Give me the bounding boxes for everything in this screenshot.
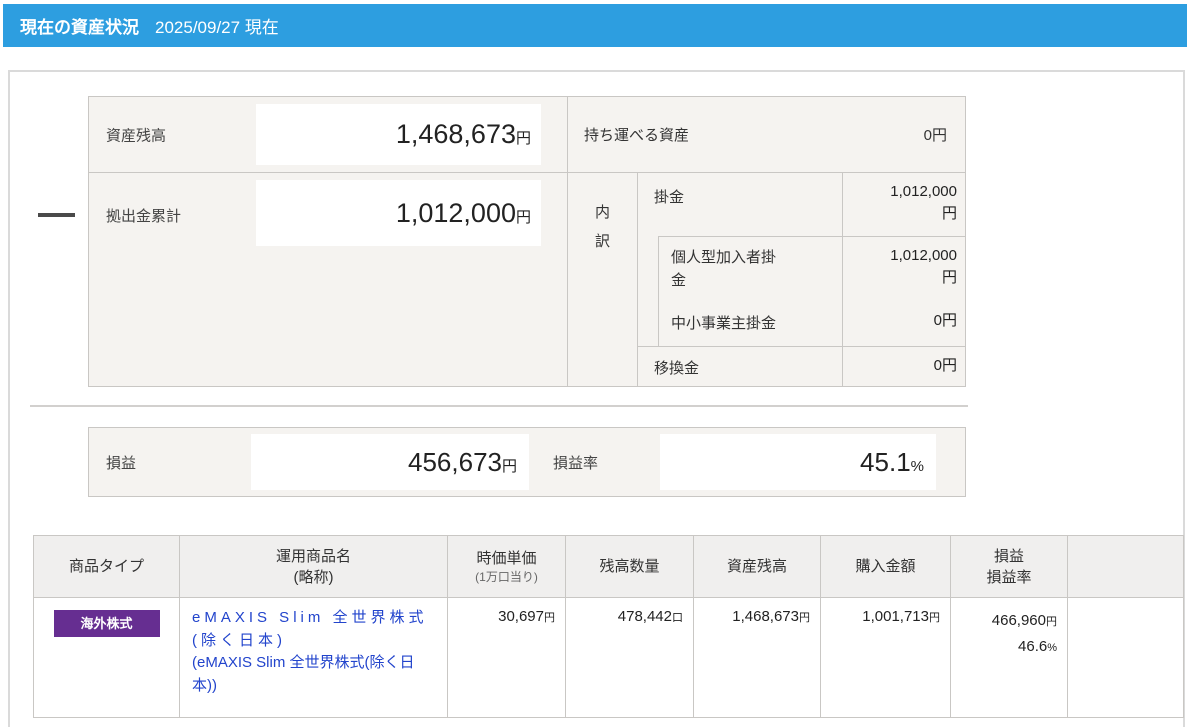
contribution-total-value-box: 1,012,000円	[256, 180, 541, 246]
product-type-cell: 海外株式	[33, 597, 180, 718]
asset-balance-value-box: 1,468,673円	[256, 104, 541, 165]
purchase-unit: 円	[929, 612, 940, 624]
list-dash-marker	[38, 213, 75, 217]
asset-balance-label: 資産残高	[106, 127, 167, 144]
page-title: 現在の資産状況	[20, 18, 139, 37]
col-header-unit-price: 時価単価 (1万口当り)	[447, 535, 566, 598]
transfer-row: 移換金 0円	[638, 346, 965, 386]
product-name-cell: eMAXIS Slim 全世界株式(除く日本) (eMAXIS Slim 全世界…	[179, 597, 448, 718]
transfer-value-cell: 0円	[842, 347, 965, 386]
asset-balance-unit: 円	[515, 130, 531, 147]
col-header-pl-rate: 損益率	[986, 568, 1032, 586]
breakdown-section: 内訳 掛金 1,012,000 円 個人型加入者掛金 1,012,000 円 中小事…	[568, 173, 965, 386]
products-table: 商品タイプ 運用商品名 (略称) 時価単価 (1万口当り) 残高数量 資産残高 購入…	[33, 535, 1184, 718]
col-header-product-type: 商品タイプ	[33, 535, 180, 598]
profit-loss-label: 損益	[106, 454, 137, 472]
products-table-header-row: 商品タイプ 運用商品名 (略称) 時価単価 (1万口当り) 残高数量 資産残高 購入…	[33, 535, 1184, 598]
profit-loss-unit: 円	[501, 458, 517, 475]
portable-asset-unit: 円	[931, 127, 947, 144]
portable-asset-label: 持ち運べる資産	[584, 127, 690, 144]
pl-rate-unit: %	[1047, 641, 1057, 654]
profit-loss-rate-label: 損益率	[553, 454, 599, 472]
portable-asset-value: 0円	[923, 127, 947, 144]
summary-right-column: 持ち運べる資産 0円 内訳 掛金 1,012,000 円 個人型加入者掛金 1,0…	[568, 97, 965, 386]
purchase-cell: 1,001,713円	[820, 597, 951, 718]
col-header-unit-price-sub: (1万口当り)	[475, 569, 538, 584]
small-employer-premium-value-cell: 0円	[842, 302, 965, 346]
individual-premium-value-cell: 1,012,000 円	[842, 237, 965, 302]
quantity-cell: 478,442口	[565, 597, 694, 718]
individual-premium-value: 1,012,000	[890, 247, 957, 264]
individual-premium-label: 個人型加入者掛金	[671, 249, 777, 289]
premium-row: 掛金 1,012,000 円	[638, 173, 965, 236]
breakdown-header-cell: 内訳	[568, 173, 638, 386]
asset-summary-table: 資産残高 1,468,673円 拠出金累計 1,012,000円 持ち運べる資産…	[88, 96, 966, 387]
small-employer-premium-label: 中小事業主掛金	[671, 315, 777, 332]
transfer-unit: 円	[941, 357, 957, 374]
premium-detail-box: 個人型加入者掛金 1,012,000 円 中小事業主掛金 0円	[658, 236, 965, 346]
premium-unit: 円	[941, 204, 957, 222]
contribution-total-value: 1,012,000	[395, 198, 516, 228]
profit-loss-rate-unit: %	[910, 458, 924, 475]
empty-cell	[1067, 597, 1184, 718]
col-header-pl: 損益 損益率	[950, 535, 1068, 598]
section-divider	[30, 405, 968, 407]
balance-unit: 円	[799, 612, 810, 624]
col-header-product-name-sub: (略称)	[293, 568, 334, 586]
col-header-product-name: 運用商品名 (略称)	[179, 535, 448, 598]
asset-balance-value: 1,468,673	[395, 119, 516, 149]
transfer-label: 移換金	[654, 360, 700, 377]
product-row: 海外株式 eMAXIS Slim 全世界株式(除く日本) (eMAXIS Sli…	[33, 597, 1184, 718]
individual-premium-unit: 円	[941, 268, 957, 286]
unit-price-unit: 円	[544, 612, 555, 624]
small-employer-premium-value: 0	[933, 312, 942, 329]
pl-cell: 466,960円 46.6%	[950, 597, 1068, 718]
profit-loss-box: 損益 456,673円 損益率 45.1%	[88, 427, 966, 497]
premium-value: 1,012,000	[890, 183, 957, 200]
pl-amount: 466,960円	[991, 612, 1057, 629]
contribution-total-label: 拠出金累計	[106, 208, 182, 225]
small-employer-premium-unit: 円	[941, 312, 957, 329]
balance-cell: 1,468,673円	[693, 597, 821, 718]
small-employer-premium-row: 中小事業主掛金 0円	[659, 302, 965, 346]
section-header-bar: 現在の資産状況 2025/09/27 現在	[3, 4, 1187, 47]
premium-label: 掛金	[654, 189, 685, 206]
as-of-date: 2025/09/27 現在	[155, 18, 279, 37]
unit-price-cell: 30,697円	[447, 597, 566, 718]
individual-premium-row: 個人型加入者掛金 1,012,000 円	[659, 237, 965, 302]
col-header-quantity: 残高数量	[565, 535, 694, 598]
product-name-sub-link[interactable]: (eMAXIS Slim 全世界株式(除く日本))	[192, 654, 415, 694]
contribution-total-row: 拠出金累計 1,012,000円	[89, 173, 567, 386]
pl-rate: 46.6%	[1018, 637, 1057, 655]
breakdown-label: 内訳	[594, 204, 610, 250]
asset-balance-row: 資産残高 1,468,673円	[89, 97, 567, 173]
summary-left-column: 資産残高 1,468,673円 拠出金累計 1,012,000円	[89, 97, 568, 386]
product-name-link[interactable]: eMAXIS Slim 全世界株式(除く日本)	[192, 609, 428, 649]
pl-unit: 円	[1046, 616, 1057, 628]
profit-loss-value: 456,673	[408, 447, 502, 477]
profit-loss-value-box: 456,673円	[251, 434, 529, 490]
profit-loss-rate-box: 45.1%	[660, 434, 936, 490]
transfer-value: 0	[933, 357, 942, 374]
col-header-balance: 資産残高	[693, 535, 821, 598]
col-header-empty	[1067, 535, 1184, 598]
contribution-total-unit: 円	[515, 209, 531, 226]
product-type-badge: 海外株式	[53, 610, 160, 637]
col-header-purchase: 購入金額	[820, 535, 951, 598]
profit-loss-rate-value: 45.1	[860, 447, 911, 477]
breakdown-rows: 掛金 1,012,000 円 個人型加入者掛金 1,012,000 円 中小事業主掛…	[638, 173, 965, 386]
quantity-unit: 口	[672, 612, 683, 624]
premium-value-cell: 1,012,000 円	[842, 173, 965, 236]
portable-asset-row: 持ち運べる資産 0円	[568, 97, 965, 173]
